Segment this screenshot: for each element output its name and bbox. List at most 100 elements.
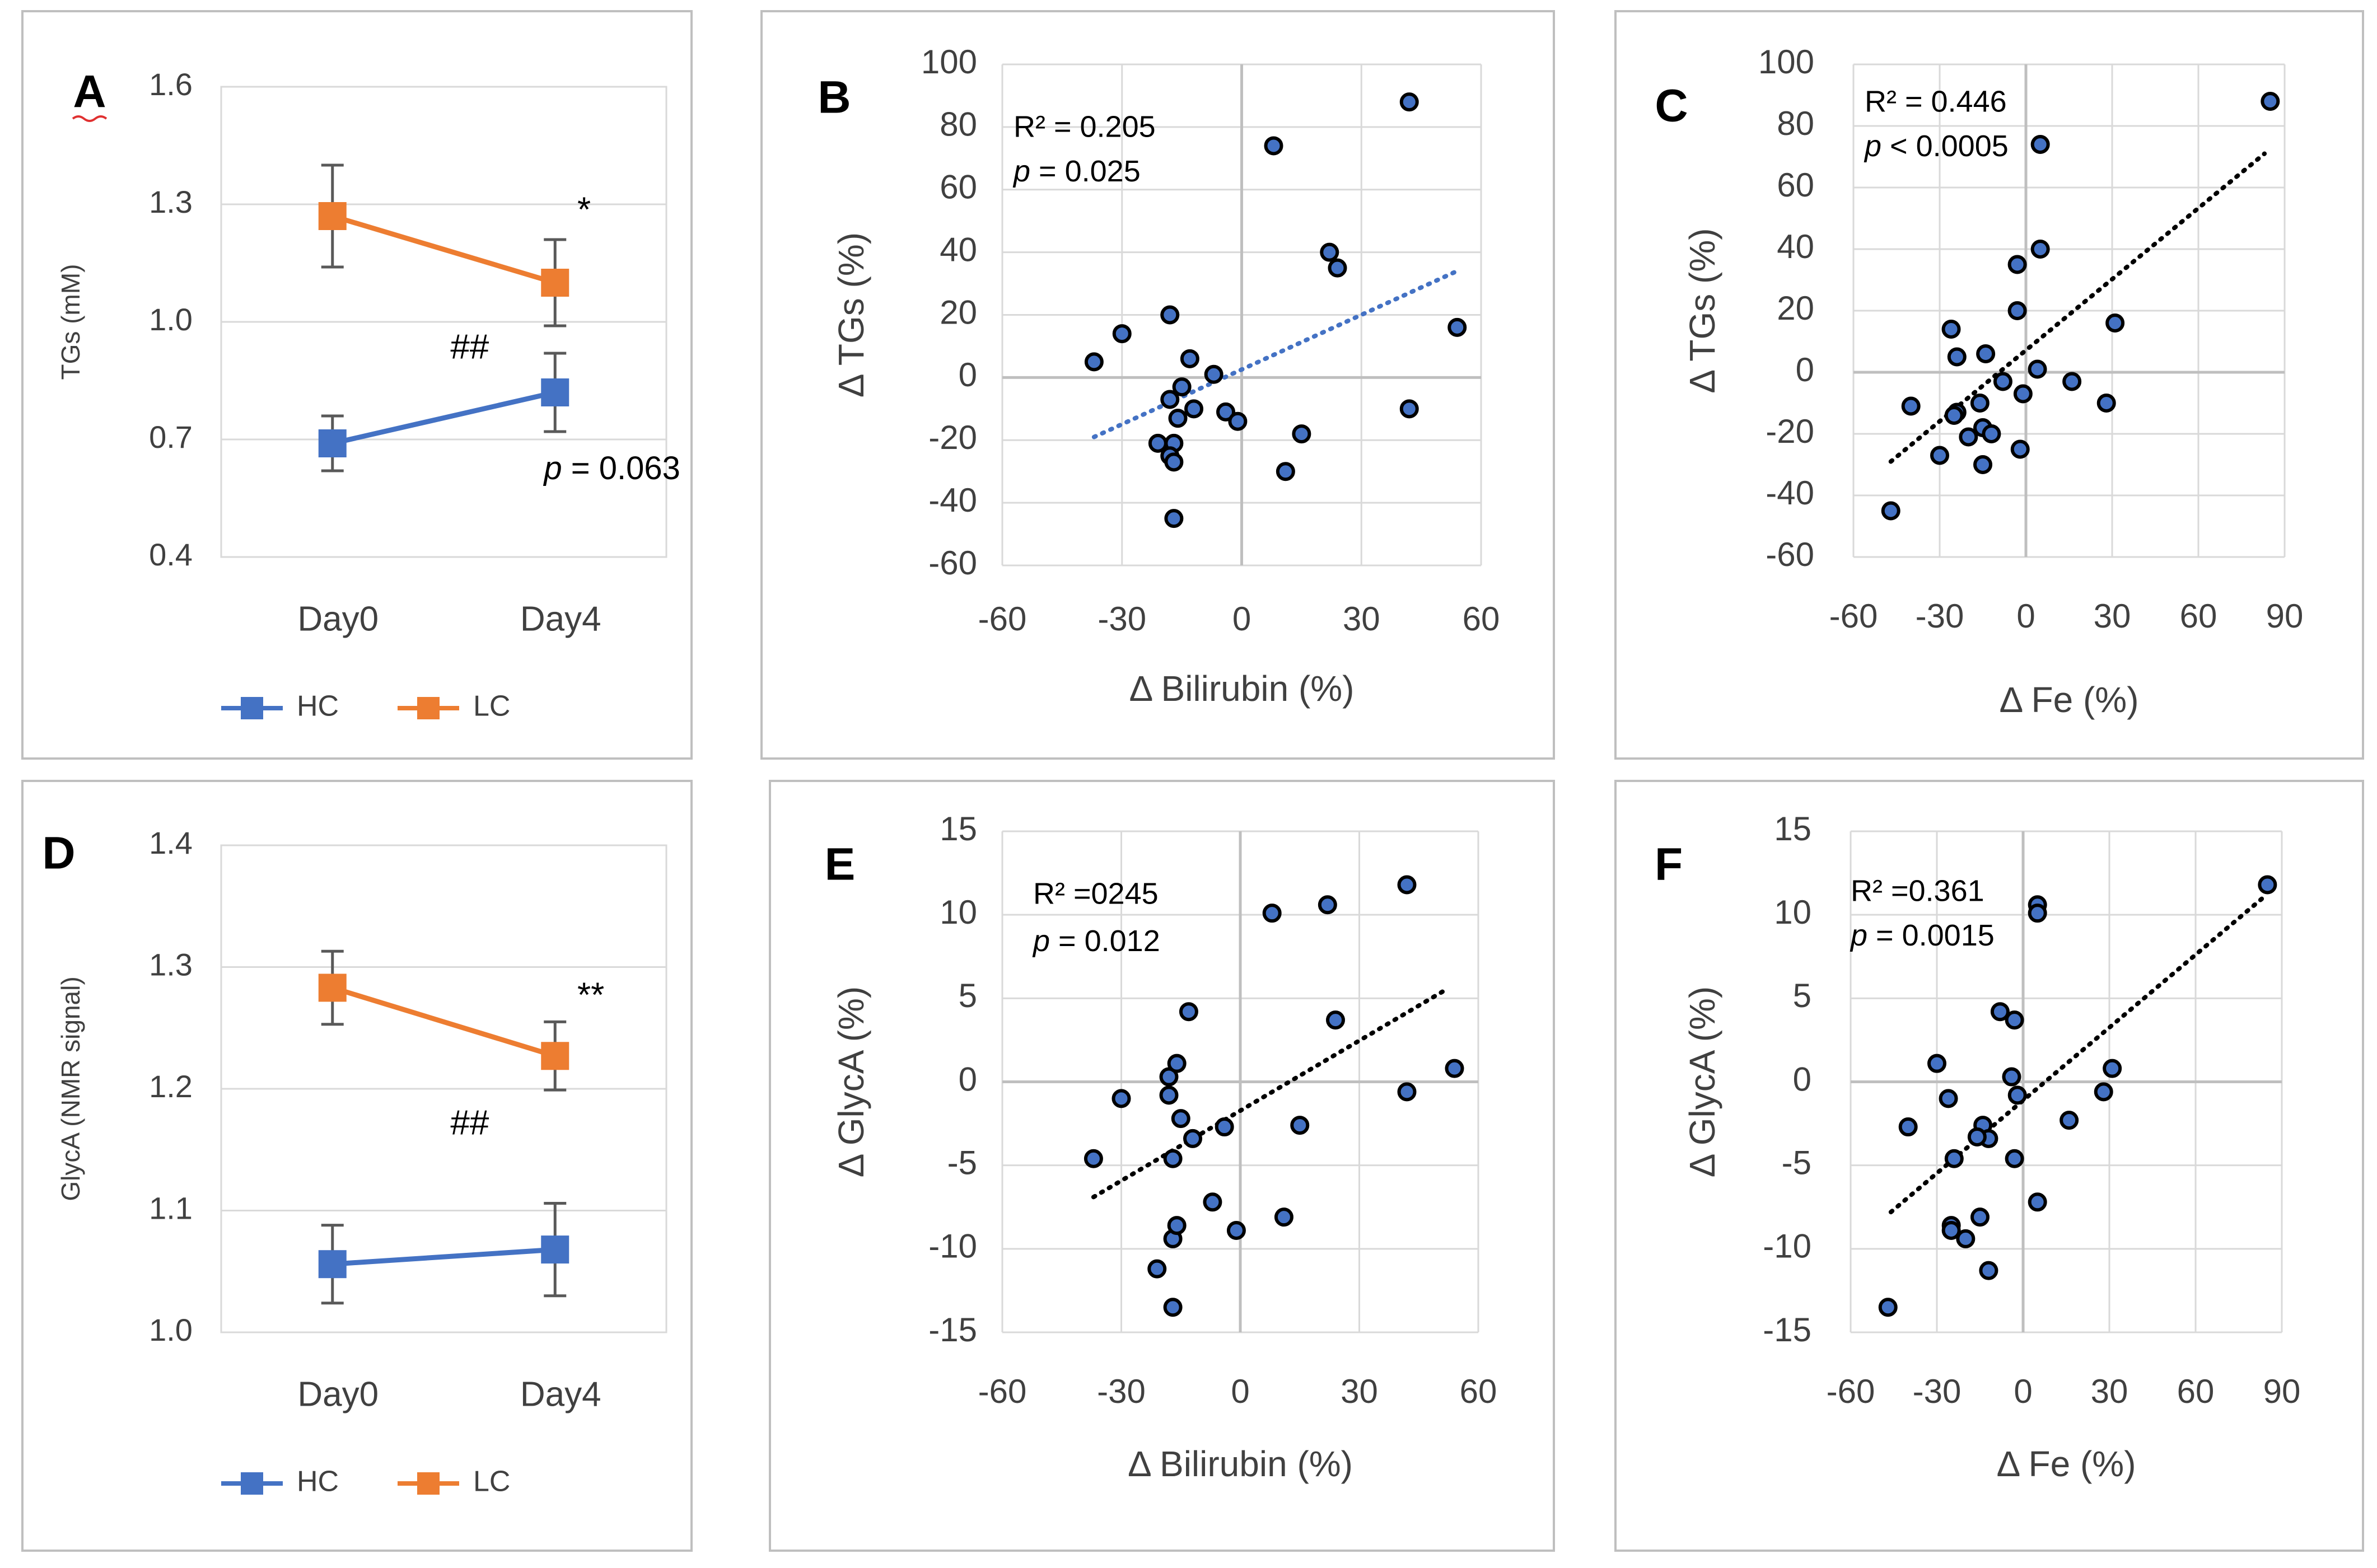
x-axis-title: Δ Bilirubin (%) bbox=[1128, 1444, 1353, 1484]
x-category-label: Day0 bbox=[297, 1375, 379, 1413]
data-point bbox=[1274, 1207, 1293, 1227]
x-axis-title: Δ Bilirubin (%) bbox=[1129, 668, 1355, 709]
legend-swatch-marker bbox=[241, 697, 263, 719]
panel-e: E -60 -30 0 30 60 -15 -10 -5 0 5 10 15 Δ Bilirubin (%… bbox=[769, 780, 1555, 1552]
panel-a: A 0.4 0.7 1.0 1.3 1.6 TGs (mM) Day0 Day4 * ## p = 0… bbox=[21, 10, 693, 760]
data-point bbox=[1163, 1298, 1183, 1317]
p-symbol: p bbox=[1850, 919, 1867, 952]
x-category-label: Day4 bbox=[520, 600, 601, 638]
y-tick-label: -5 bbox=[1782, 1144, 1811, 1182]
y-axis-title: Δ TGs (%) bbox=[831, 232, 871, 397]
data-point bbox=[1228, 411, 1248, 431]
x-tick-label: 60 bbox=[2177, 1373, 2215, 1410]
x-tick-label: -30 bbox=[1916, 597, 1964, 635]
panel-letter: E bbox=[825, 839, 856, 890]
data-point bbox=[1944, 406, 1964, 425]
data-point bbox=[1898, 1117, 1918, 1137]
y-tick-label: -60 bbox=[1766, 536, 1814, 573]
data-point bbox=[1164, 452, 1184, 472]
x-tick-label: -30 bbox=[1098, 600, 1146, 638]
x-tick-label: 0 bbox=[1231, 1373, 1249, 1410]
p-value: = 0.025 bbox=[1030, 155, 1141, 188]
series-hc bbox=[318, 1201, 569, 1305]
series-line bbox=[331, 985, 556, 1059]
y-tick-label: 5 bbox=[1793, 977, 1811, 1014]
data-point bbox=[2028, 359, 2047, 379]
data-point bbox=[2062, 372, 2082, 391]
x-tick-label: 30 bbox=[2094, 597, 2131, 635]
data-point bbox=[1970, 1207, 1990, 1227]
data-point bbox=[1262, 904, 1282, 923]
x-tick-label: 90 bbox=[2266, 597, 2304, 635]
data-point bbox=[1990, 1002, 2010, 1022]
significance-annotation: ** bbox=[577, 976, 604, 1014]
y-tick-label: -20 bbox=[928, 419, 977, 456]
r-squared-label: R² =0245 bbox=[1033, 877, 1159, 910]
y-tick-label: 100 bbox=[921, 43, 977, 81]
significance-annotation: ## bbox=[450, 1104, 489, 1143]
data-marker bbox=[541, 1235, 569, 1264]
data-point bbox=[1399, 92, 1419, 112]
data-point bbox=[1084, 352, 1104, 372]
data-point bbox=[1447, 317, 1467, 337]
data-point bbox=[2030, 240, 2050, 259]
x-tick-label: -30 bbox=[1097, 1373, 1146, 1410]
panel-frame bbox=[21, 10, 693, 760]
data-point bbox=[1967, 1127, 1987, 1146]
p-value-label: p = 0.025 bbox=[1012, 155, 1141, 188]
data-point bbox=[1881, 501, 1900, 521]
data-point bbox=[2258, 875, 2277, 895]
x-tick-label: 60 bbox=[2180, 597, 2217, 635]
data-point bbox=[1397, 875, 1417, 895]
data-point bbox=[1164, 509, 1184, 528]
data-point bbox=[1982, 424, 2001, 443]
legend-label: LC bbox=[473, 1466, 510, 1498]
y-tick-label: -10 bbox=[928, 1228, 977, 1265]
data-point bbox=[2010, 439, 2030, 459]
spellcheck-underline bbox=[72, 115, 108, 122]
significance-annotation: * bbox=[577, 190, 591, 229]
p-value-label: p = 0.012 bbox=[1032, 924, 1160, 958]
panel-c: C -60 -30 0 30 60 90 -60 -40 -20 0 20 40 60 80 100 Δ Fe … bbox=[1614, 10, 2364, 760]
x-tick-label: 30 bbox=[2091, 1373, 2128, 1410]
data-point bbox=[1318, 895, 1337, 915]
y-tick-label: 15 bbox=[1774, 810, 1811, 848]
data-point bbox=[1167, 1216, 1187, 1235]
panel-letter: B bbox=[818, 72, 851, 123]
data-point bbox=[2096, 394, 2116, 413]
legend-swatch-marker bbox=[241, 1472, 263, 1495]
data-point bbox=[1956, 1229, 1976, 1248]
legend-label: HC bbox=[297, 690, 339, 723]
data-point bbox=[2028, 904, 2047, 923]
data-point bbox=[1171, 1109, 1190, 1129]
x-tick-label: 0 bbox=[2016, 597, 2035, 635]
data-point bbox=[1397, 1082, 1417, 1102]
data-point bbox=[1878, 1298, 1898, 1317]
y-tick-label: 1.1 bbox=[149, 1190, 193, 1225]
y-axis-title: GlycA (NMR signal) bbox=[56, 976, 85, 1201]
panel-b: B -60 -30 0 30 60 -60 -40 -20 0 20 40 60 80 100 Δ Bilir… bbox=[760, 10, 1555, 760]
data-marker bbox=[318, 973, 347, 1002]
y-tick-label: -40 bbox=[928, 481, 977, 519]
panel-letter: C bbox=[1655, 81, 1688, 132]
data-point bbox=[1947, 347, 1967, 367]
panel-frame bbox=[21, 780, 693, 1552]
y-tick-label: -5 bbox=[947, 1144, 977, 1182]
x-tick-label: -60 bbox=[1827, 1373, 1875, 1410]
data-point bbox=[2005, 1149, 2024, 1168]
y-tick-label: -60 bbox=[928, 544, 977, 582]
y-axis-title: TGs (mM) bbox=[56, 264, 85, 380]
data-point bbox=[1160, 390, 1180, 409]
legend-swatch-marker bbox=[417, 1472, 440, 1495]
trend-line bbox=[1091, 269, 1460, 439]
data-point bbox=[1976, 344, 1996, 363]
series-line bbox=[331, 390, 556, 446]
data-point bbox=[1320, 242, 1339, 262]
y-tick-label: 10 bbox=[940, 893, 977, 931]
x-tick-label: 30 bbox=[1341, 1373, 1378, 1410]
y-tick-label: 1.0 bbox=[149, 302, 193, 337]
y-axis-title: Δ GlycA (%) bbox=[1682, 986, 1722, 1177]
data-point bbox=[1148, 433, 1168, 453]
data-point bbox=[1292, 424, 1311, 444]
